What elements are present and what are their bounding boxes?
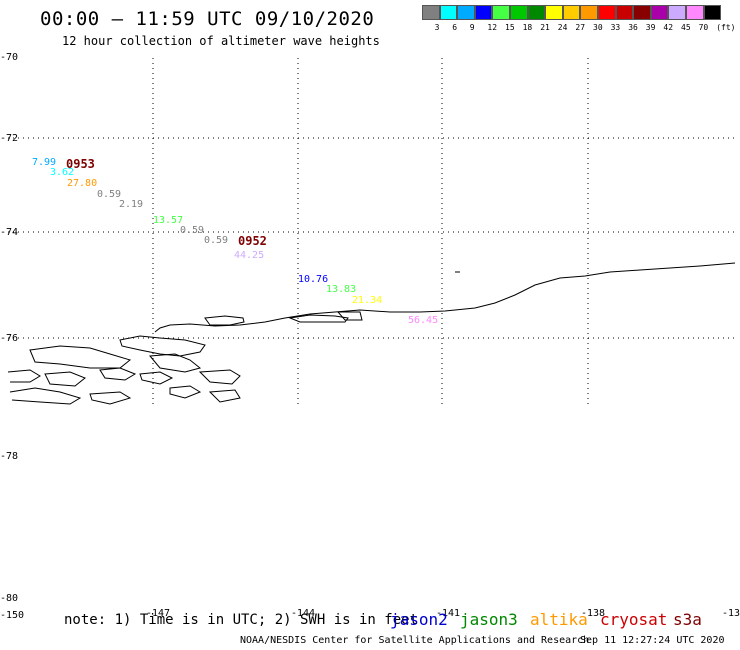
ice-shelf-edge [154, 262, 736, 333]
legend-swatch [650, 5, 669, 20]
legend-swatch [457, 5, 475, 20]
lat-label: -80 [0, 593, 19, 604]
wave-height-value: 10.76 [298, 274, 329, 285]
satellite-jason3: jason3 [460, 610, 518, 629]
legend-swatch [510, 5, 528, 20]
legend-swatch [615, 5, 634, 20]
legend-swatch [422, 5, 440, 20]
legend-label: 12 [487, 23, 498, 32]
wave-height-value: 2.19 [119, 199, 144, 210]
island [29, 345, 132, 369]
island [44, 371, 86, 387]
legend-label: 21 [540, 23, 550, 32]
legend-label: 42 [663, 23, 674, 32]
coastline [7, 262, 736, 405]
legend-swatch [703, 5, 722, 20]
lat-label: -70 [0, 52, 19, 63]
legend-label: 24 [557, 23, 568, 32]
wave-height-value: 13.57 [153, 215, 184, 226]
wave-height-value: 0.59 [180, 225, 205, 236]
legend-label: 15 [505, 23, 515, 32]
legend-label: 45 [681, 23, 691, 32]
wave-height-value: 27.80 [67, 178, 98, 189]
map-subtitle: 12 hour collection of altimeter wave hei… [62, 34, 380, 48]
wave-height-value: 0.59 [97, 189, 122, 200]
legend-swatch [492, 5, 510, 20]
island [9, 387, 82, 405]
legend-swatch [527, 5, 546, 20]
satellite-s3a: s3a [673, 610, 702, 629]
legend-label: 9 [469, 23, 475, 32]
island [119, 335, 206, 357]
island [204, 315, 245, 326]
lon-label: -144 [291, 608, 316, 619]
pass-id: 0952 [238, 234, 267, 248]
legend-swatch [598, 5, 616, 20]
units-note: note: 1) Time is in UTC; 2) SWH is in fe… [64, 612, 419, 628]
lat-label: -74 [0, 227, 19, 238]
legend-swatch [580, 5, 598, 20]
island [7, 369, 41, 383]
legend-label: 39 [645, 23, 656, 32]
graticule [8, 58, 735, 406]
lon-label: -141 [436, 608, 461, 619]
legend-label: 18 [522, 23, 533, 32]
wave-height-value: 21.34 [352, 295, 383, 306]
map-title: 00:00 – 11:59 UTC 09/10/2020 [40, 8, 375, 30]
legend-swatch [668, 5, 686, 20]
legend-swatch [439, 5, 458, 20]
pass-id: 0953 [66, 157, 95, 171]
island [148, 353, 202, 373]
island [99, 367, 137, 381]
lat-label: -76 [0, 333, 19, 344]
legend-label: 36 [628, 23, 638, 32]
legend-label: (ft) [716, 23, 736, 32]
island [169, 385, 202, 399]
legend-label: 27 [575, 23, 586, 32]
island [198, 369, 241, 385]
island [139, 371, 174, 385]
legend-label: 6 [452, 23, 458, 32]
lon-label: -138 [581, 608, 606, 619]
credit-line: NOAA/NESDIS Center for Satellite Applica… [240, 635, 590, 646]
lon-label: -135 [722, 608, 740, 619]
wave-height-value: 13.83 [326, 284, 357, 295]
lat-label: -72 [0, 133, 19, 144]
island [208, 389, 241, 403]
wave-height-value: 44.25 [234, 250, 265, 261]
legend-swatch [545, 5, 563, 20]
satellite-jason2: jason2 [390, 610, 448, 629]
legend-swatch [562, 5, 581, 20]
wave-height-value: 7.99 [32, 157, 57, 168]
lon-label: -147 [146, 608, 171, 619]
legend-label: 30 [593, 23, 603, 32]
island [336, 311, 363, 321]
wave-height-value: 0.59 [204, 235, 229, 246]
legend-swatch [474, 5, 493, 20]
satellite-cryosat: cryosat [600, 610, 668, 629]
wave-height-value: 56.45 [408, 315, 439, 326]
wave-height-value: 3.62 [50, 167, 75, 178]
legend-swatch [633, 5, 651, 20]
island [89, 391, 132, 405]
legend-label: 70 [698, 23, 709, 32]
legend-label: 33 [610, 23, 621, 32]
legend-swatch [686, 5, 704, 20]
generated-timestamp: Sep 11 12:27:24 UTC 2020 [580, 635, 725, 646]
lon-label: -150 [0, 610, 25, 621]
lat-label: -78 [0, 451, 19, 462]
satellite-altika: altika [530, 610, 588, 629]
legend-label: 3 [434, 23, 440, 32]
